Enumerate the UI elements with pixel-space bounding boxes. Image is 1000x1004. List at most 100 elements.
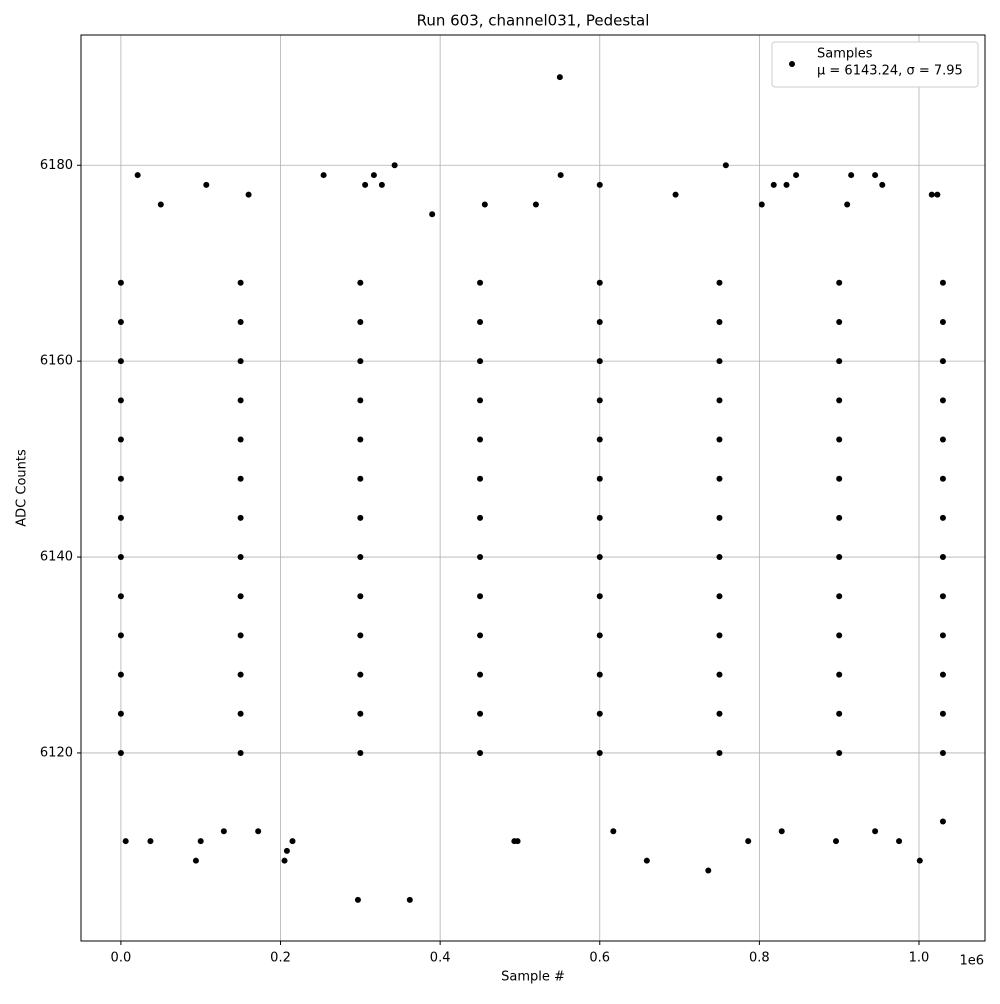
point [939, 514, 946, 521]
x-tick-label: 0.4 [430, 951, 451, 966]
point [237, 436, 244, 443]
point [596, 554, 603, 561]
point [117, 475, 124, 482]
point [643, 857, 650, 864]
point [939, 554, 946, 561]
point [532, 201, 539, 208]
point [836, 554, 843, 561]
point [896, 838, 903, 845]
point [705, 867, 712, 874]
x-axis-label: Sample # [501, 970, 565, 985]
point [357, 514, 364, 521]
point [844, 201, 851, 208]
point [939, 279, 946, 286]
x-offset-label: 1e6 [959, 954, 984, 969]
point [716, 632, 723, 639]
point [117, 593, 124, 600]
point [716, 749, 723, 756]
point [770, 181, 777, 188]
point [939, 818, 946, 825]
point [283, 847, 290, 854]
point [596, 279, 603, 286]
point [477, 318, 484, 325]
x-tick-label: 0.0 [111, 951, 132, 966]
point [939, 475, 946, 482]
point [477, 593, 484, 600]
point [406, 896, 413, 903]
point [477, 671, 484, 678]
point [928, 191, 935, 198]
x-tick-label: 0.2 [270, 951, 291, 966]
point [596, 318, 603, 325]
point [596, 749, 603, 756]
y-tick-label: 6160 [40, 354, 73, 369]
point [596, 475, 603, 482]
point [672, 191, 679, 198]
point [832, 838, 839, 845]
point [117, 397, 124, 404]
point [237, 475, 244, 482]
point [357, 671, 364, 678]
point [117, 279, 124, 286]
point [793, 172, 800, 179]
point [722, 162, 729, 169]
point [716, 593, 723, 600]
point [477, 514, 484, 521]
point [596, 671, 603, 678]
point [836, 397, 843, 404]
x-tick-label: 1.0 [909, 951, 930, 966]
point [934, 191, 941, 198]
point [237, 671, 244, 678]
point [716, 318, 723, 325]
point [778, 828, 785, 835]
point [370, 172, 377, 179]
point [783, 181, 790, 188]
y-tick-label: 6140 [40, 550, 73, 565]
point [477, 475, 484, 482]
point [477, 749, 484, 756]
point [716, 710, 723, 717]
x-tick-label: 0.6 [589, 951, 610, 966]
point [939, 710, 946, 717]
point [357, 358, 364, 365]
point [716, 397, 723, 404]
point [320, 172, 327, 179]
point [117, 318, 124, 325]
point [237, 593, 244, 600]
point [237, 318, 244, 325]
point [939, 749, 946, 756]
plot-frame [80, 34, 986, 942]
point [391, 162, 398, 169]
point [836, 671, 843, 678]
point [939, 397, 946, 404]
y-tick-label: 6120 [40, 745, 73, 760]
point [237, 710, 244, 717]
point [117, 554, 124, 561]
point [836, 749, 843, 756]
point [716, 671, 723, 678]
point [716, 514, 723, 521]
point [836, 358, 843, 365]
point [557, 172, 564, 179]
point [477, 632, 484, 639]
point [237, 554, 244, 561]
point [357, 318, 364, 325]
point [836, 475, 843, 482]
point [514, 838, 521, 845]
x-tick-label: 0.8 [749, 951, 770, 966]
point [147, 838, 154, 845]
point [117, 749, 124, 756]
point [848, 172, 855, 179]
point [836, 514, 843, 521]
point [596, 514, 603, 521]
point [939, 436, 946, 443]
point [916, 857, 923, 864]
point [716, 279, 723, 286]
point [117, 436, 124, 443]
point [716, 475, 723, 482]
point [481, 201, 488, 208]
point [716, 358, 723, 365]
point [836, 710, 843, 717]
point [745, 838, 752, 845]
